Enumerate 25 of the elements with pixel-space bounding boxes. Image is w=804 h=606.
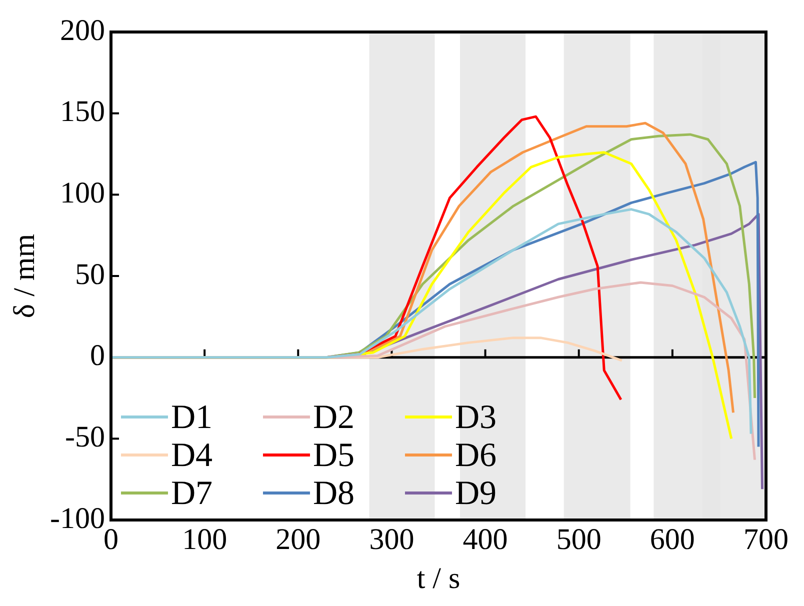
y-tick-label: -50 — [64, 420, 105, 454]
y-tick-label: -100 — [50, 502, 105, 535]
y-tick-label: 0 — [90, 339, 105, 372]
x-axis-title: t / s — [416, 562, 460, 595]
legend-label: D1 — [170, 398, 213, 436]
legend-label: D2 — [312, 398, 355, 436]
x-tick-label: 700 — [744, 522, 788, 556]
legend-label: D7 — [170, 474, 213, 512]
legend-label: D5 — [312, 436, 355, 474]
x-tick-label: 500 — [556, 522, 602, 556]
legend-label: D6 — [454, 436, 497, 474]
y-tick-label: 150 — [60, 95, 105, 128]
y-tick-label: 100 — [60, 176, 105, 210]
y-tick-label: 50 — [74, 258, 105, 291]
x-tick-label: 100 — [182, 522, 228, 556]
legend-label: D9 — [454, 474, 497, 512]
x-tick-label: 600 — [650, 522, 695, 556]
y-tick-label: 200 — [60, 14, 105, 47]
legend-label: D3 — [454, 398, 497, 436]
x-tick-label: 200 — [276, 522, 321, 556]
x-tick-label: 400 — [462, 522, 508, 556]
x-tick-label: 300 — [369, 522, 414, 556]
legend-label: D8 — [312, 474, 355, 512]
y-axis-title: δ / mm — [8, 234, 41, 318]
legend-label: D4 — [170, 436, 213, 474]
